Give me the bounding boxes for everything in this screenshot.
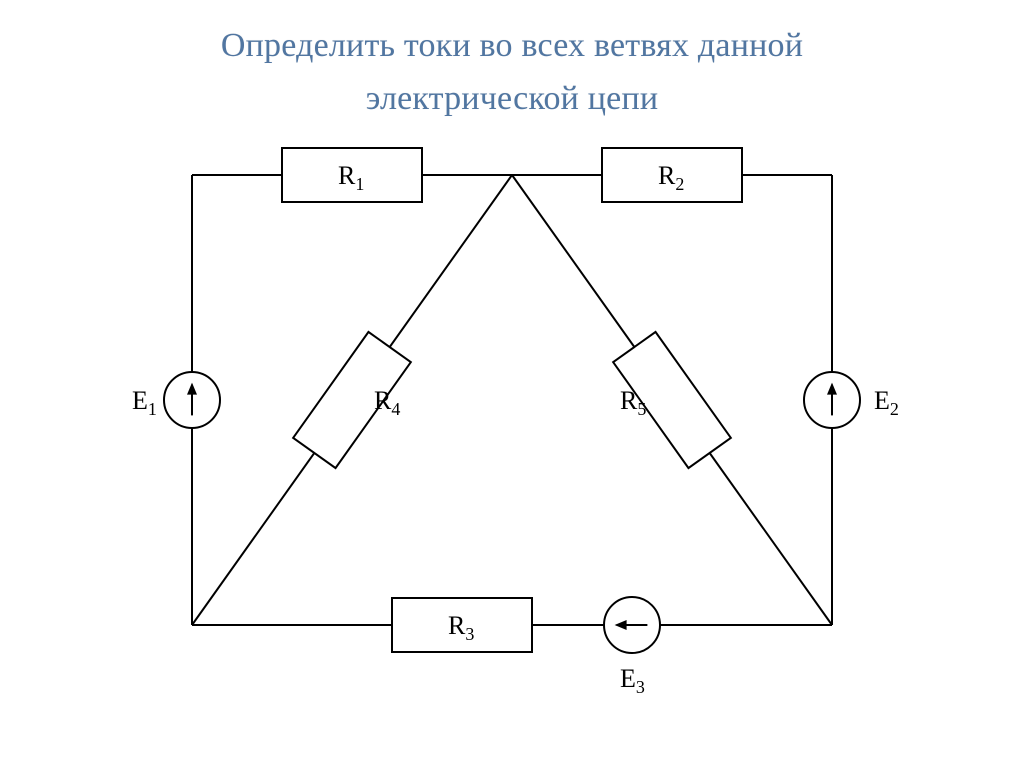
title-line-1: Определить токи во всех ветвях данной	[221, 27, 803, 64]
page-title: Определить токи во всех ветвях данной эл…	[0, 0, 1024, 125]
component-label: R4	[374, 386, 400, 419]
circuit-diagram: R1R2R3R4R5E1E2E3	[102, 125, 922, 715]
title-line-2: электрической цепи	[366, 80, 658, 117]
component-label: E2	[874, 386, 899, 419]
component-label: E1	[132, 386, 157, 419]
component-label: E3	[620, 664, 645, 697]
